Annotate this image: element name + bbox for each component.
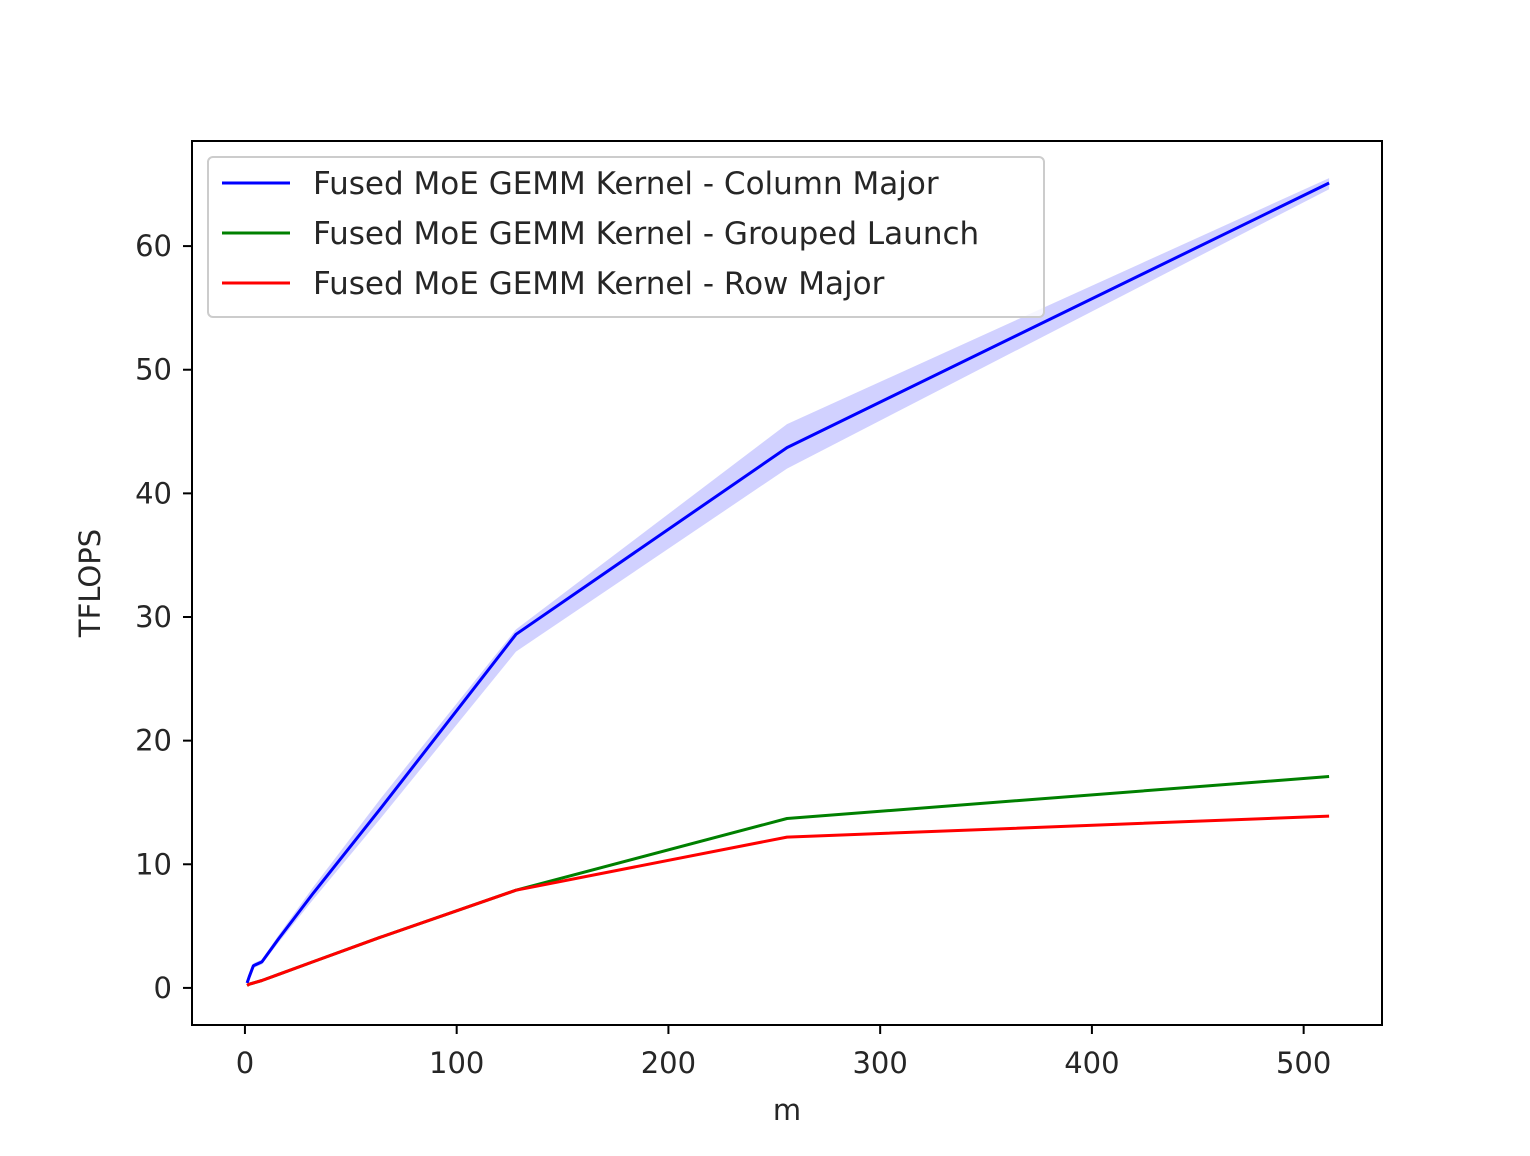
y-tick-label: 60 bbox=[135, 229, 172, 263]
legend: Fused MoE GEMM Kernel - Column Major Fuse… bbox=[207, 156, 1045, 318]
y-tick-label: 30 bbox=[135, 600, 172, 634]
x-tick-label: 100 bbox=[429, 1046, 484, 1080]
x-tick-label: 0 bbox=[236, 1046, 254, 1080]
legend-label-1: Fused MoE GEMM Kernel - Grouped Launch bbox=[313, 216, 979, 252]
x-tick-label: 300 bbox=[852, 1046, 907, 1080]
x-tick-label: 200 bbox=[641, 1046, 696, 1080]
x-tick-label: 400 bbox=[1064, 1046, 1119, 1080]
y-tick-label: 20 bbox=[135, 724, 172, 758]
y-tick-label: 10 bbox=[135, 847, 172, 881]
y-tick-label: 50 bbox=[135, 353, 172, 387]
legend-frame bbox=[207, 156, 1045, 318]
x-axis-label: m bbox=[773, 1093, 801, 1127]
x-axis: 0 100 200 300 400 500 bbox=[236, 1025, 1331, 1080]
series-2-line bbox=[246, 814, 1330, 987]
x-tick-label: 500 bbox=[1276, 1046, 1331, 1080]
y-axis-label: TFLOPS bbox=[73, 529, 107, 638]
y-tick-label: 40 bbox=[135, 476, 172, 510]
legend-label-2: Fused MoE GEMM Kernel - Row Major bbox=[313, 266, 885, 302]
legend-label-0: Fused MoE GEMM Kernel - Column Major bbox=[313, 166, 939, 202]
plot-area bbox=[245, 178, 1330, 987]
y-tick-label: 0 bbox=[154, 971, 172, 1005]
series-0-line bbox=[245, 181, 1330, 984]
plot-frame bbox=[191, 140, 1383, 1026]
y-axis: 0 10 20 30 40 50 60 bbox=[135, 229, 192, 1005]
